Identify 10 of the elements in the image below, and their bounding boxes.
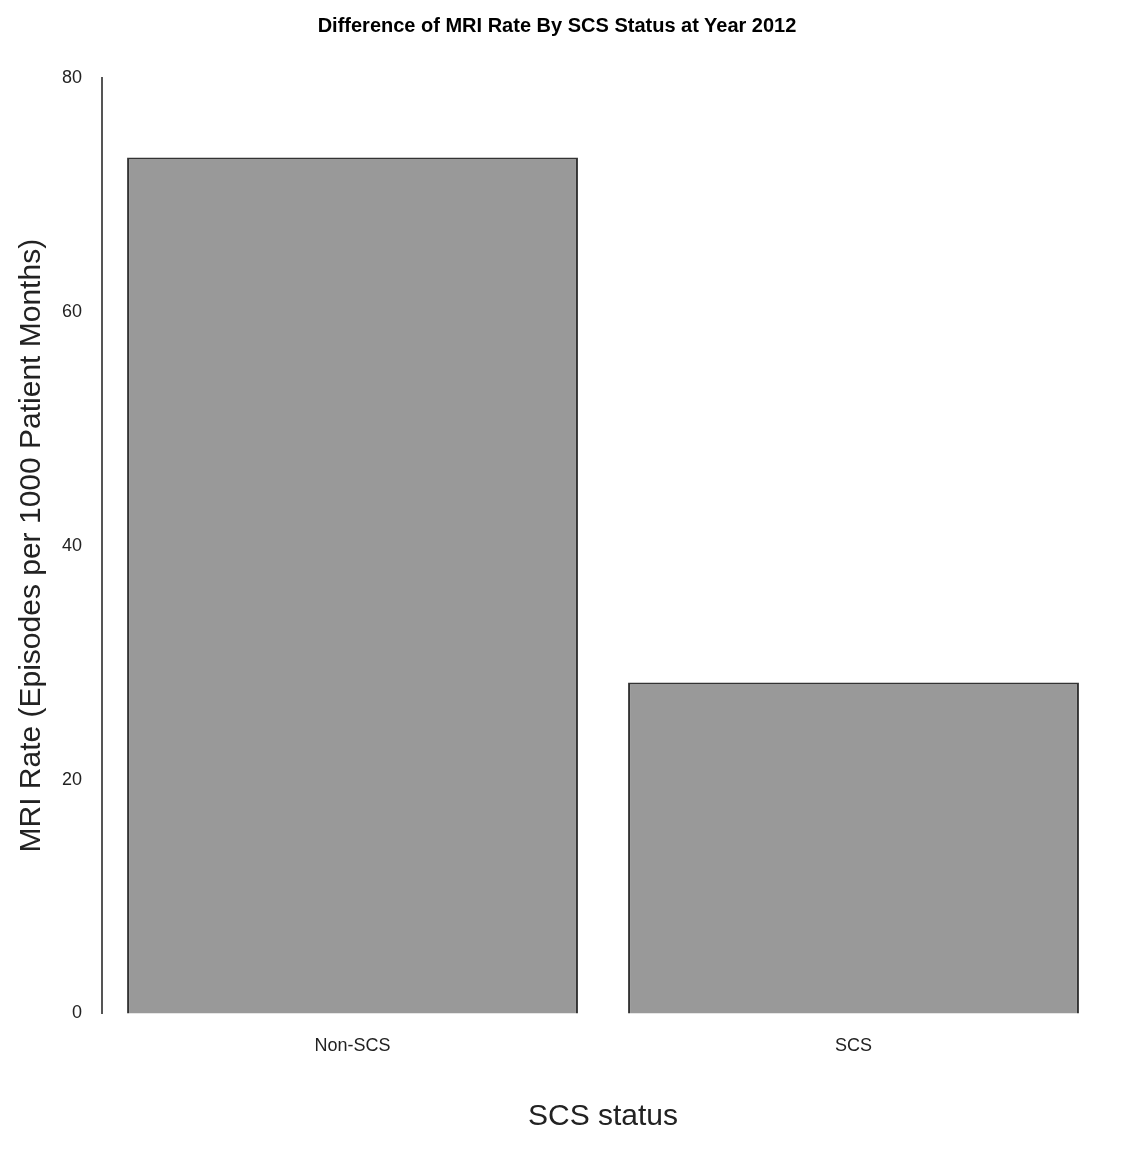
- x-axis-title: SCS status: [527, 1098, 679, 1132]
- y-axis-title: MRI Rate (Episodes per 1000 Patient Months): [13, 238, 47, 853]
- y-tick-label: 60: [61, 300, 83, 321]
- y-tick-label: 0: [72, 1002, 83, 1023]
- y-tick-label: 80: [61, 66, 83, 87]
- y-tick-label: 40: [61, 534, 83, 555]
- x-tick-label: SCS: [835, 1035, 873, 1056]
- chart-title: Difference of MRI Rate By SCS Status at Year 2012: [317, 13, 797, 36]
- x-tick-label: Non-SCS: [314, 1035, 391, 1056]
- y-tick-label: 20: [61, 768, 83, 789]
